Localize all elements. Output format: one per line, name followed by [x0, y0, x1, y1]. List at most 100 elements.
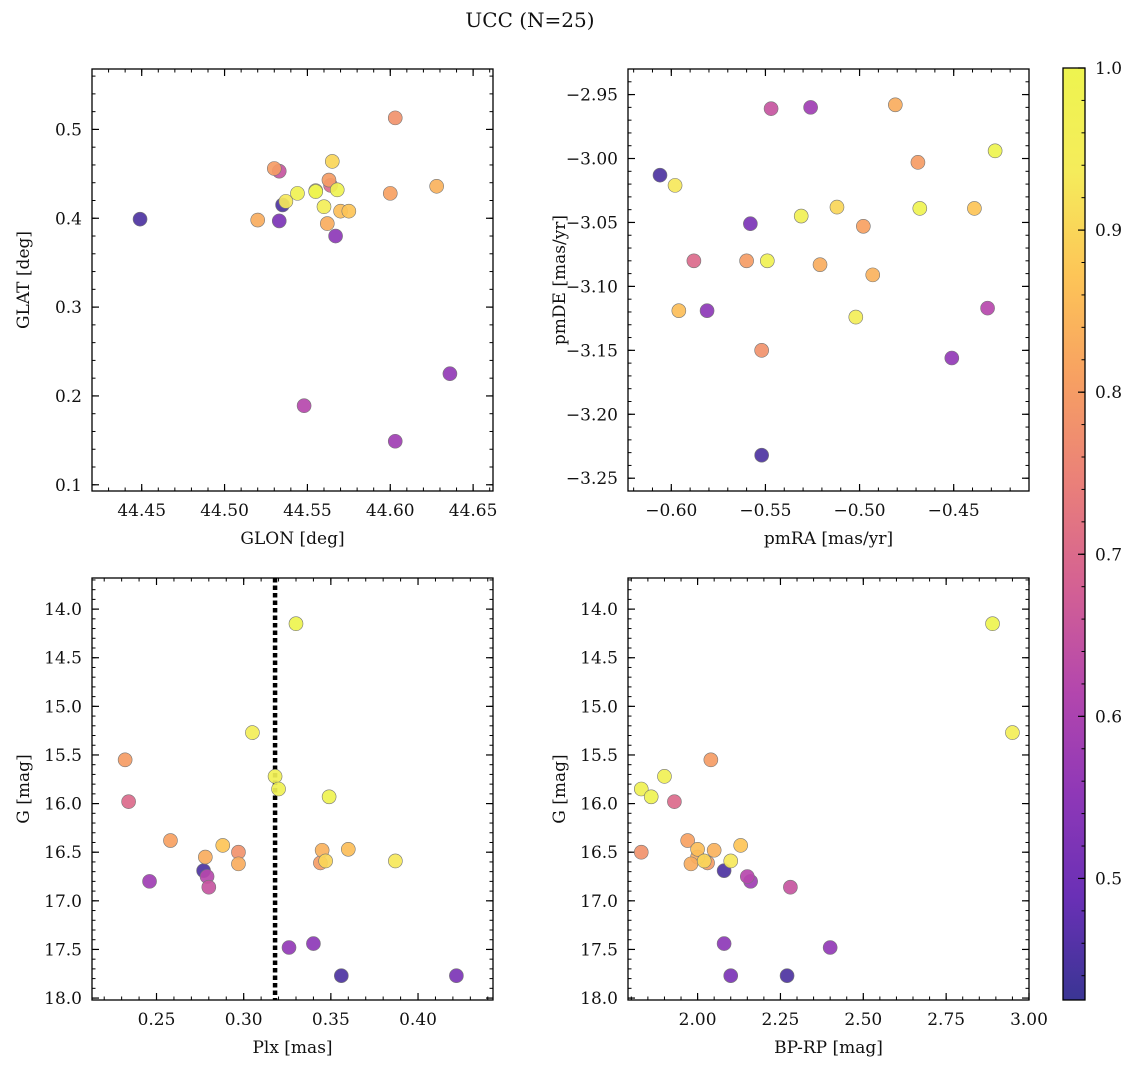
x-axis-label: Plx [mas]	[252, 1038, 332, 1058]
y-tick-label: 16.0	[44, 795, 82, 815]
y-tick-label: 14.0	[44, 600, 82, 620]
scatter-point	[163, 833, 178, 848]
x-axis-label: GLON [deg]	[240, 529, 344, 549]
scatter-point	[671, 303, 687, 318]
scatter-point	[117, 752, 133, 768]
y-tick-label: 0.4	[55, 209, 82, 229]
scatter-point	[667, 794, 682, 809]
scatter-point	[699, 303, 715, 318]
x-tick-label: 0.40	[399, 1010, 437, 1030]
colorbar-tick-label: 0.8	[1095, 383, 1122, 403]
scatter-point	[231, 856, 246, 872]
y-tick-label: 17.5	[44, 940, 82, 960]
scatter-point	[319, 216, 335, 231]
scatter-panel-4: 2.00 2.25 2.50 2.75 3.00 14.0 14.5 15.0 15.5 16.0…	[550, 577, 1048, 1058]
y-tick-label: 14.0	[580, 600, 618, 620]
scatter-point	[329, 182, 345, 198]
scatter-point	[696, 853, 712, 869]
x-tick-label: 44.55	[283, 501, 332, 521]
scatter-point	[739, 253, 754, 269]
scatter-point	[985, 616, 1000, 632]
y-tick-label: 16.0	[580, 795, 618, 815]
scatter-point	[278, 194, 294, 209]
x-tick-label: −0.60	[645, 501, 697, 521]
colorbar-tick-label: 1.0	[1095, 59, 1122, 79]
colorbar-tick-label: 0.5	[1095, 869, 1122, 889]
scatter-point	[121, 794, 136, 809]
x-tick-label: 44.50	[200, 501, 249, 521]
scatter-point	[812, 257, 828, 272]
scatter-point	[271, 781, 286, 797]
y-tick-label: −2.95	[566, 86, 618, 106]
scatter-point	[387, 433, 403, 449]
x-tick-label: 2.50	[844, 1010, 882, 1030]
scatter-point	[680, 833, 695, 848]
y-tick-label: 14.5	[580, 649, 618, 669]
x-tick-label: 3.00	[1010, 1010, 1048, 1030]
scatter-point	[944, 350, 960, 366]
y-tick-label: 0.5	[55, 120, 82, 140]
y-tick-label: 15.5	[580, 746, 618, 766]
scatter-point	[198, 849, 213, 865]
plot-frame	[91, 68, 494, 492]
scatter-point	[643, 789, 659, 805]
scatter-point	[245, 725, 260, 740]
scatter-point	[633, 781, 649, 797]
y-tick-label: −3.00	[566, 150, 618, 170]
x-tick-label: 2.25	[762, 1010, 800, 1030]
scatter-point	[215, 838, 231, 853]
scatter-point	[657, 769, 672, 784]
scatter-point	[449, 968, 464, 983]
scatter-point	[382, 186, 398, 201]
scatter-point	[856, 218, 871, 234]
scatter-point	[723, 968, 739, 983]
x-tick-label: 0.30	[225, 1010, 263, 1030]
scatter-point	[334, 968, 349, 983]
y-tick-label: 16.5	[580, 843, 618, 863]
scatter-point	[865, 267, 881, 283]
scatter-point	[324, 154, 340, 169]
scatter-point	[754, 447, 769, 463]
plot-frame	[627, 68, 1030, 492]
scatter-point	[793, 208, 809, 224]
scatter-point	[848, 309, 864, 325]
scatter-point	[686, 253, 702, 269]
y-tick-label: −3.05	[566, 213, 618, 233]
scatter-point	[633, 844, 649, 860]
y-tick-label: 0.2	[55, 387, 82, 407]
scatter-point	[340, 841, 356, 857]
scatter-point	[987, 143, 1003, 159]
scatter-point	[829, 199, 845, 215]
x-tick-label: 44.60	[366, 501, 415, 521]
x-axis-label: BP-RP [mag]	[774, 1038, 883, 1058]
scatter-point	[266, 161, 282, 176]
scatter-point	[652, 167, 668, 183]
scatter-point	[683, 856, 699, 872]
colorbar-tick-label: 0.7	[1095, 545, 1122, 565]
y-tick-label: −3.15	[566, 341, 618, 361]
x-tick-label: 44.65	[449, 501, 498, 521]
scatter-point	[690, 841, 705, 857]
scatter-point	[783, 879, 798, 895]
scatter-point	[321, 789, 337, 805]
scatter-point	[912, 201, 928, 216]
scatter-point	[716, 936, 732, 951]
scatter-point	[201, 879, 217, 895]
figure-title: UCC (N=25)	[465, 8, 594, 32]
scatter-panel-2: −0.60 −0.55 −0.50 −0.45 −3.25 −3.20 −3.15 −3.10…	[550, 68, 1030, 549]
x-tick-label: −0.55	[739, 501, 791, 521]
y-tick-label: 17.0	[580, 892, 618, 912]
scatter-point	[267, 769, 283, 784]
scatter-point	[754, 343, 769, 358]
scatter-point	[743, 216, 758, 232]
scatter-point	[288, 616, 304, 632]
y-tick-label: −3.20	[566, 405, 618, 425]
scatter-point	[316, 199, 332, 215]
y-tick-label: 15.0	[580, 697, 618, 717]
scatter-point	[703, 752, 719, 768]
y-axis-label: pmDE [mas/yr]	[550, 215, 570, 345]
x-tick-label: −0.50	[834, 501, 886, 521]
scatter-point	[142, 874, 157, 889]
y-tick-label: 18.0	[44, 989, 82, 1009]
y-tick-label: 0.1	[55, 476, 82, 496]
